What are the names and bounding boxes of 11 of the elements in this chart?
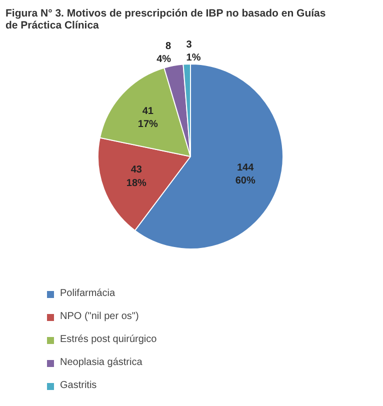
legend-label: Polifarmácia [60,288,116,299]
legend-label: Gastritis [60,380,97,391]
chart-title: Figura N° 3. Motivos de prescripción de IBP no basado en Guías de Práctica Clínica [6,8,326,32]
legend-label: NPO ("nil per os") [60,311,139,322]
data-label: 8 4% [156,41,172,66]
legend-label: Estrés post quirúrgico [60,334,157,345]
legend-label: Neoplasia gástrica [60,357,142,368]
data-label: 3 1% [186,39,201,64]
data-label: 43 18% [126,164,147,189]
data-label: 41 17% [138,106,158,130]
data-label: 144 60% [235,162,256,187]
